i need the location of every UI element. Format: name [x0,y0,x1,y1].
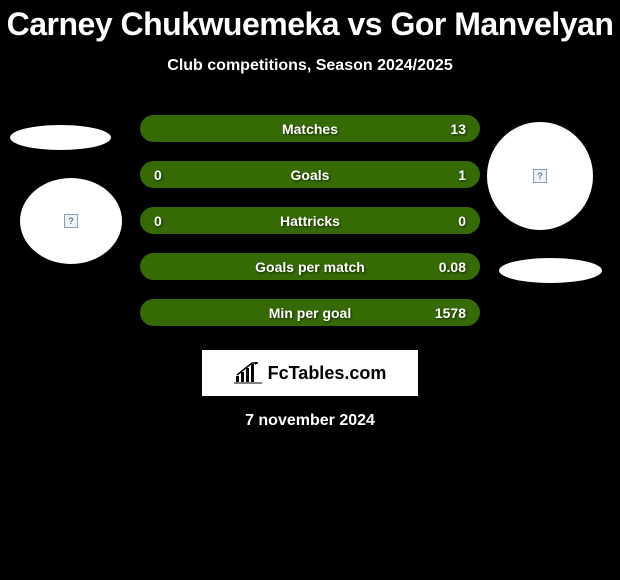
subtitle: Club competitions, Season 2024/2025 [0,57,620,75]
page-title: Carney Chukwuemeka vs Gor Manvelyan [0,0,620,43]
right-top-circle: ? [487,122,593,230]
brand-text: FcTables.com [268,363,387,384]
stat-right-value: 1 [458,167,466,183]
stat-bar: Matches 13 [140,115,480,142]
left-bottom-circle: ? [20,178,122,264]
stat-right-value: 0.08 [439,259,466,275]
placeholder-icon: ? [533,169,547,183]
stat-label: Matches [282,121,338,137]
stat-bar: 0 Goals 1 [140,161,480,188]
left-top-ellipse [10,125,111,150]
stat-label: Goals [291,167,330,183]
stat-bars: Matches 13 0 Goals 1 0 Hattricks 0 Goals per mat… [140,115,480,326]
stat-label: Goals per match [255,259,365,275]
comparison-content: Matches 13 0 Goals 1 0 Hattricks 0 Goals per mat… [0,115,620,326]
stat-right-value: 0 [458,213,466,229]
date-label: 7 november 2024 [0,412,620,430]
stat-right-value: 1578 [435,305,466,321]
brand-badge: FcTables.com [202,350,418,396]
stat-label: Hattricks [280,213,340,229]
right-bottom-ellipse [499,258,602,283]
stat-bar: 0 Hattricks 0 [140,207,480,234]
chart-icon [234,362,262,384]
stat-left-value: 0 [154,213,162,229]
placeholder-icon: ? [64,214,78,228]
stat-bar: Min per goal 1578 [140,299,480,326]
stat-left-value: 0 [154,167,162,183]
stat-bar: Goals per match 0.08 [140,253,480,280]
stat-right-value: 13 [450,121,466,137]
stat-label: Min per goal [269,305,351,321]
